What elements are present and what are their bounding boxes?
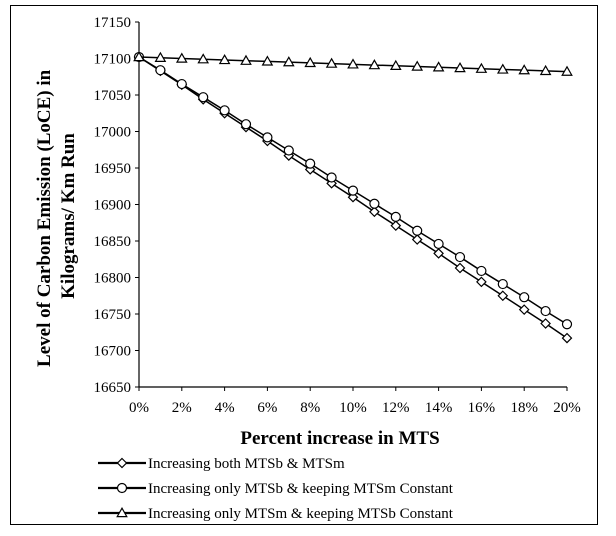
y-tick-label: 17150	[94, 15, 132, 31]
x-tick-label: 2%	[172, 400, 192, 416]
data-point	[561, 319, 573, 330]
data-point	[476, 276, 487, 288]
y-tick-label: 16750	[94, 307, 132, 323]
legend-marker	[116, 506, 128, 518]
x-tick-label: 12%	[382, 400, 410, 416]
y-axis-title-line-2: Kilograms/ Km Run	[58, 133, 79, 299]
data-point	[540, 318, 551, 329]
legend-marker	[116, 482, 128, 494]
data-point	[454, 61, 466, 73]
y-tick-label: 16800	[94, 271, 132, 287]
chart-frame	[10, 5, 598, 525]
y-tick-label: 16700	[94, 344, 132, 360]
data-point	[282, 56, 295, 67]
axes	[135, 21, 568, 391]
legend-item: Increasing only MTSb & keeping MTSm Cons…	[98, 481, 454, 497]
data-point	[476, 265, 487, 277]
y-tick-labels: 16650 16700 16750 16800 16850 16900 16950 17000…	[94, 15, 132, 396]
data-point	[154, 51, 167, 62]
data-point	[325, 57, 338, 68]
data-point	[347, 185, 359, 196]
legend: Increasing both MTSb & MTSm Increasing on…	[98, 456, 454, 522]
data-point	[518, 304, 530, 315]
series-triangle	[133, 51, 573, 76]
data-point	[561, 65, 573, 76]
legend-label: Increasing only MTSm & keeping MTSb Cons…	[148, 506, 454, 522]
y-tick-label: 17100	[94, 52, 132, 68]
x-tick-label: 8%	[300, 400, 320, 416]
data-point	[390, 211, 401, 223]
data-point	[411, 60, 424, 71]
data-point	[219, 105, 230, 116]
data-point	[261, 55, 274, 66]
data-point	[432, 61, 445, 72]
data-point	[454, 251, 466, 263]
data-point	[326, 172, 337, 183]
data-point	[262, 132, 273, 143]
data-point	[540, 305, 551, 317]
data-point	[368, 59, 381, 70]
y-tick-label: 16950	[94, 161, 132, 177]
x-tick-label: 16%	[468, 400, 496, 416]
data-point	[283, 145, 294, 156]
data-point	[240, 54, 252, 65]
legend-marker	[116, 457, 128, 469]
legend-label: Increasing only MTSb & keeping MTSm Cons…	[148, 481, 454, 497]
x-tick-label: 20%	[553, 400, 581, 416]
x-tick-label: 10%	[339, 400, 367, 416]
series-group	[133, 51, 573, 344]
data-point	[454, 262, 466, 274]
y-axis-title-line-1: Level of Carbon Emission (LoCE) in	[34, 69, 55, 367]
data-point	[561, 332, 573, 344]
data-point	[433, 238, 444, 250]
data-point	[497, 290, 509, 302]
y-tick-label: 17050	[94, 88, 132, 104]
x-tick-label: 4%	[215, 400, 235, 416]
legend-label: Increasing both MTSb & MTSm	[148, 456, 345, 472]
data-point	[411, 234, 423, 245]
series-circle	[133, 51, 573, 330]
data-point	[155, 65, 166, 76]
x-tick-label: 6%	[257, 400, 277, 416]
x-tick-label: 14%	[425, 400, 453, 416]
legend-item: Increasing only MTSm & keeping MTSb Cons…	[98, 506, 454, 522]
data-point	[347, 58, 359, 69]
data-point	[240, 119, 252, 130]
y-tick-label: 16900	[94, 198, 132, 214]
x-tick-label: 0%	[129, 400, 149, 416]
data-point	[518, 64, 531, 75]
data-point	[519, 292, 530, 303]
y-axis-title: Level of Carbon Emission (LoCE) in Kilog…	[34, 65, 79, 367]
y-tick-label: 17000	[94, 125, 132, 141]
data-point	[369, 198, 380, 209]
y-tick-label: 16650	[94, 380, 132, 396]
data-point	[539, 64, 552, 76]
legend-item: Increasing both MTSb & MTSm	[98, 456, 345, 472]
data-point	[175, 52, 188, 63]
x-tick-labels: 0% 2% 4% 6% 8% 10% 12% 14% 16% 18% 20%	[129, 400, 581, 416]
data-point	[497, 278, 508, 290]
data-point	[133, 51, 145, 62]
data-point	[496, 63, 509, 74]
data-point	[304, 56, 317, 68]
data-point	[412, 225, 423, 236]
x-axis-title: Percent increase in MTS	[240, 428, 439, 449]
x-tick-label: 18%	[510, 400, 538, 416]
data-point	[218, 53, 231, 65]
data-point	[305, 158, 316, 169]
data-point	[198, 92, 209, 103]
data-point	[197, 53, 210, 64]
data-point	[475, 62, 488, 73]
data-point	[433, 248, 444, 259]
y-tick-label: 16850	[94, 234, 132, 250]
data-point	[390, 220, 402, 232]
data-point	[176, 78, 187, 90]
data-point	[389, 59, 402, 71]
data-point	[369, 206, 380, 218]
